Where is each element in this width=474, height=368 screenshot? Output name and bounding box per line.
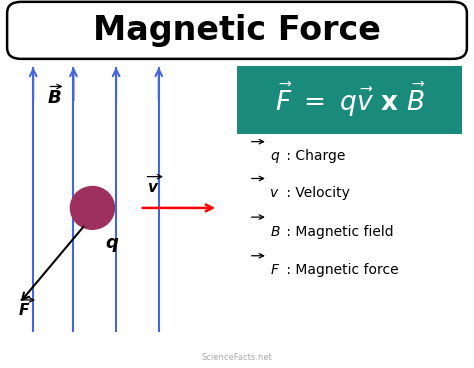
Text: v: v bbox=[146, 180, 157, 195]
Text: ScienceFacts.net: ScienceFacts.net bbox=[201, 353, 273, 362]
Text: $\vec{F}\ =\ q\vec{v}\ \mathbf{x}\ \vec{B}$: $\vec{F}\ =\ q\vec{v}\ \mathbf{x}\ \vec{… bbox=[274, 81, 425, 119]
Text: B: B bbox=[270, 225, 280, 239]
Text: Magnetic Force: Magnetic Force bbox=[93, 14, 381, 47]
Text: : Magnetic force: : Magnetic force bbox=[282, 263, 399, 277]
FancyBboxPatch shape bbox=[7, 2, 467, 59]
Text: : Charge: : Charge bbox=[282, 149, 346, 163]
Text: : Velocity: : Velocity bbox=[282, 186, 350, 200]
Text: q: q bbox=[270, 149, 279, 163]
FancyBboxPatch shape bbox=[237, 66, 462, 134]
Ellipse shape bbox=[70, 186, 115, 230]
Text: F: F bbox=[270, 263, 278, 277]
Text: v: v bbox=[270, 186, 278, 200]
Text: F: F bbox=[18, 304, 29, 318]
Text: B: B bbox=[47, 89, 62, 106]
Text: q: q bbox=[105, 234, 118, 252]
Text: : Magnetic field: : Magnetic field bbox=[282, 225, 393, 239]
